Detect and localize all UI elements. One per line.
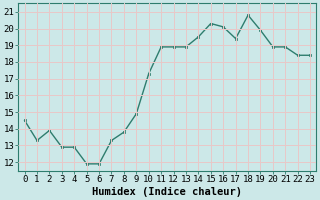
X-axis label: Humidex (Indice chaleur): Humidex (Indice chaleur) <box>92 186 242 197</box>
